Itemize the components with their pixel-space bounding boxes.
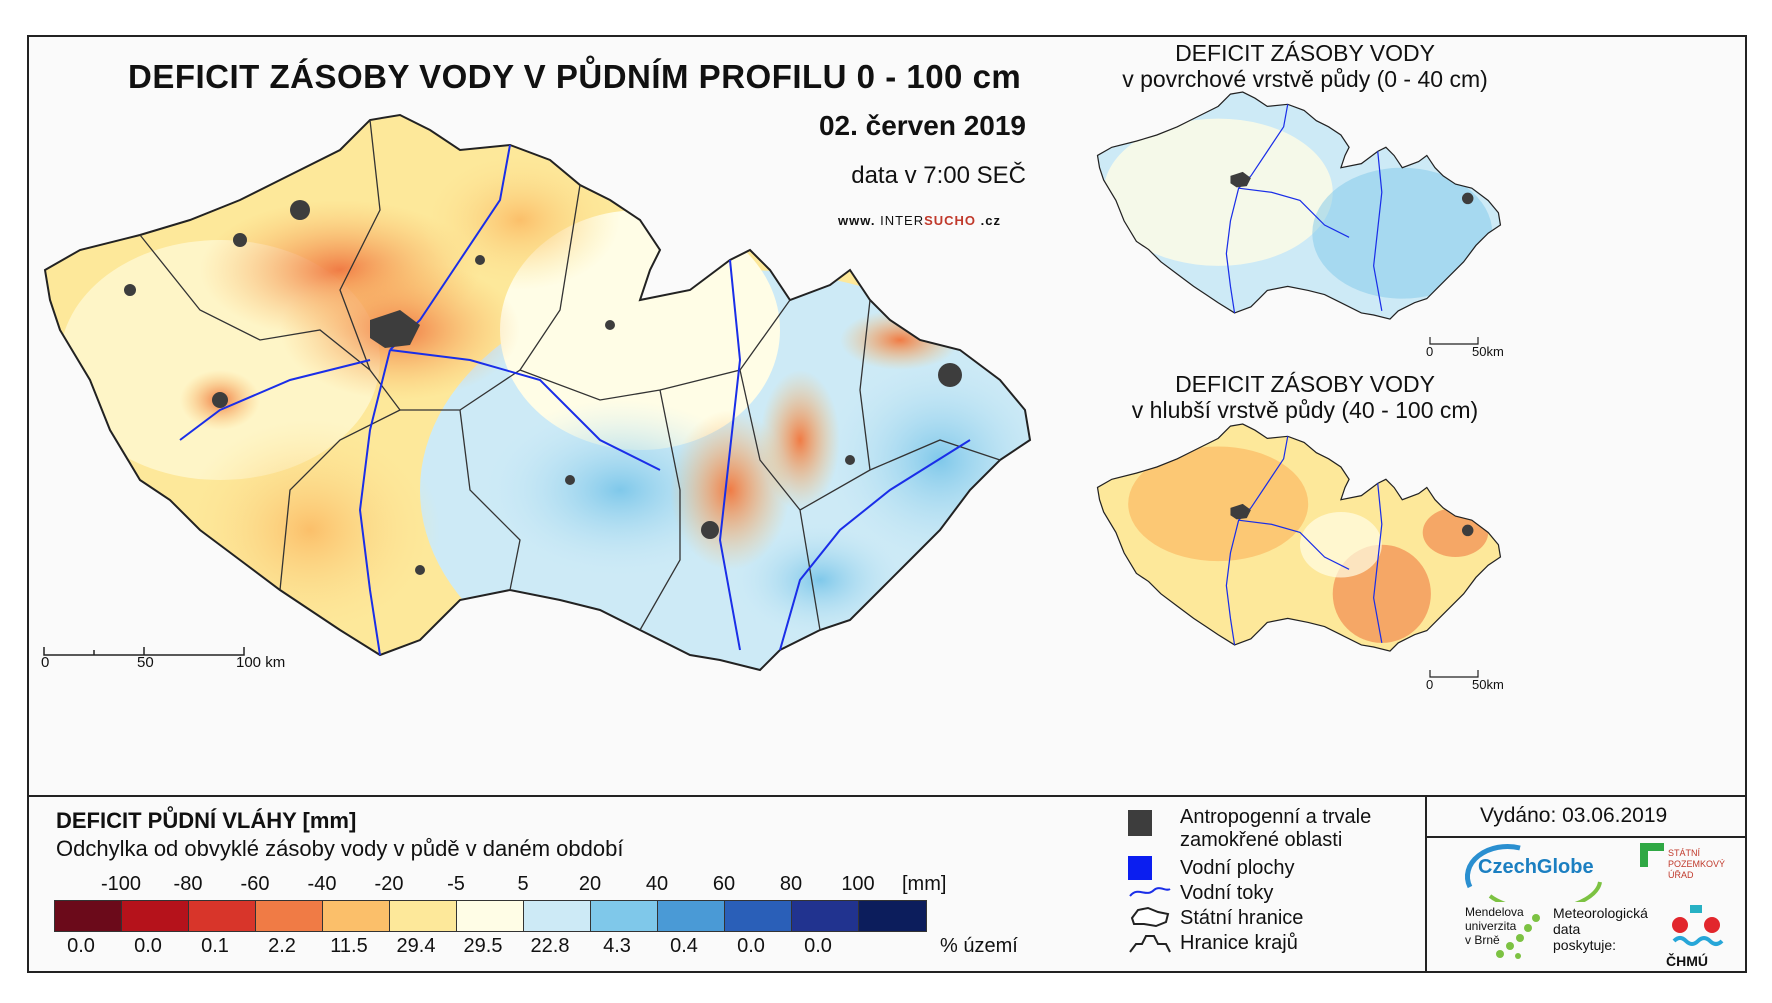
legend-swatch-0 xyxy=(55,901,122,931)
legend-percent: 0.0 xyxy=(804,935,832,957)
legend-tick: 40 xyxy=(645,873,669,895)
main-scale-bar xyxy=(43,647,245,656)
czechglobe-logo-text: CzechGlobe xyxy=(1478,856,1594,878)
main-scale-label-100: 100 km xyxy=(236,654,286,671)
legend-swatch-1 xyxy=(122,901,189,931)
legend-swatch-10 xyxy=(725,901,792,931)
legend-tick: 100 xyxy=(841,873,875,895)
deep-map-title: DEFICIT ZÁSOBY VODY v hlubší vrstvě půdy… xyxy=(1131,371,1479,423)
legend-percent: 2.2 xyxy=(268,935,296,957)
data-time: data v 7:00 SEČ xyxy=(851,162,1026,189)
legend-percent: 11.5 xyxy=(330,935,368,957)
key-state-border: Státní hranice xyxy=(1180,907,1304,929)
spu-logo-text: STÁTNÍ POZEMKOVÝ ÚŘAD xyxy=(1668,848,1726,880)
legend-percent: 29.5 xyxy=(463,935,503,957)
website-link[interactable]: www. INTERSUCHO .cz xyxy=(838,213,1002,228)
key-anthropogenic: Antropogenní a trvale zamokřené oblasti xyxy=(1180,806,1372,851)
region-border-icon xyxy=(1129,935,1171,953)
state-border-icon xyxy=(1130,906,1170,928)
key-region-border: Hranice krajů xyxy=(1180,932,1298,954)
legend-subtitle: Odchylka od obvyklé zásoby vody v půdě v… xyxy=(56,836,624,861)
legend-tick: 60 xyxy=(712,873,736,895)
legend-swatch-9 xyxy=(658,901,725,931)
legend-swatch-2 xyxy=(189,901,256,931)
legend-panel xyxy=(27,795,1747,973)
surface-scale-50: 50km xyxy=(1472,344,1504,359)
legend-percent: 4.3 xyxy=(603,935,631,957)
deep-scale-0: 0 xyxy=(1426,677,1434,692)
main-scale-label-0: 0 xyxy=(41,654,50,671)
issued-divider xyxy=(1425,836,1747,838)
legend-percent: 29.4 xyxy=(396,935,436,957)
legend-swatch-6 xyxy=(457,901,524,931)
map-date: 02. červen 2019 xyxy=(818,110,1026,141)
legend-tick: -100 xyxy=(100,873,142,895)
spu-logo-icon xyxy=(1640,843,1664,867)
deep-map xyxy=(1096,423,1502,652)
legend-title: DEFICIT PŮDNÍ VLÁHY [mm] xyxy=(56,808,357,833)
legend-percent: 0.0 xyxy=(67,935,95,957)
legend-tick: 80 xyxy=(779,873,803,895)
legend-swatch-11 xyxy=(792,901,859,931)
legend-color-scale xyxy=(54,900,927,932)
main-scale-label-50: 50 xyxy=(137,654,154,671)
surface-scale-0: 0 xyxy=(1426,344,1434,359)
legend-tick: -60 xyxy=(240,873,270,895)
legend-percent: 0.1 xyxy=(201,935,229,957)
surface-map xyxy=(1096,91,1502,320)
legend-tick: -20 xyxy=(374,873,404,895)
legend-tick: -5 xyxy=(447,873,465,895)
legend-swatch-3 xyxy=(256,901,323,931)
legend-percent-unit: % území xyxy=(940,935,1018,957)
water-body-icon xyxy=(1128,856,1152,880)
legend-swatch-7 xyxy=(524,901,591,931)
legend-swatch-12 xyxy=(859,901,926,931)
issued-panel xyxy=(1425,795,1747,973)
legend-percent: 22.8 xyxy=(530,935,570,957)
legend-swatch-8 xyxy=(591,901,658,931)
deep-scale-bar xyxy=(1429,670,1479,678)
key-water-bodies: Vodní plochy xyxy=(1180,857,1295,879)
legend-tick: 5 xyxy=(517,873,529,895)
anthropogenic-area-icon xyxy=(1128,810,1152,836)
czechglobe-logo-icon xyxy=(1464,844,1602,902)
surface-scale-bar xyxy=(1429,337,1479,345)
river-icon xyxy=(1129,887,1171,897)
legend-tick: -40 xyxy=(307,873,337,895)
surface-map-title: DEFICIT ZÁSOBY VODY v povrchové vrstvě p… xyxy=(1122,40,1488,92)
legend-tick: -80 xyxy=(173,873,203,895)
main-map xyxy=(43,114,1031,671)
legend-tick: 20 xyxy=(578,873,602,895)
legend-percent: 0.0 xyxy=(134,935,162,957)
deep-scale-50: 50km xyxy=(1472,677,1504,692)
mendelu-logo-text: Mendelova univerzita v Brně xyxy=(1465,905,1524,947)
issued-date: Vydáno: 03.06.2019 xyxy=(1480,804,1668,827)
mendelu-logo-icon xyxy=(1496,914,1540,959)
legend-percent: 0.4 xyxy=(670,935,698,957)
main-title: DEFICIT ZÁSOBY VODY V PŮDNÍM PROFILU 0 -… xyxy=(128,58,1022,95)
chmu-logo-icon xyxy=(1672,905,1724,946)
legend-unit: [mm] xyxy=(902,873,947,895)
legend-swatch-4 xyxy=(323,901,390,931)
chmu-logo-text: ČHMÚ xyxy=(1666,953,1708,969)
met-data-provider-text: Meteorologická data poskytuje: xyxy=(1553,905,1648,953)
key-rivers: Vodní toky xyxy=(1180,882,1274,904)
legend-percent: 0.0 xyxy=(737,935,765,957)
legend-swatch-5 xyxy=(390,901,457,931)
